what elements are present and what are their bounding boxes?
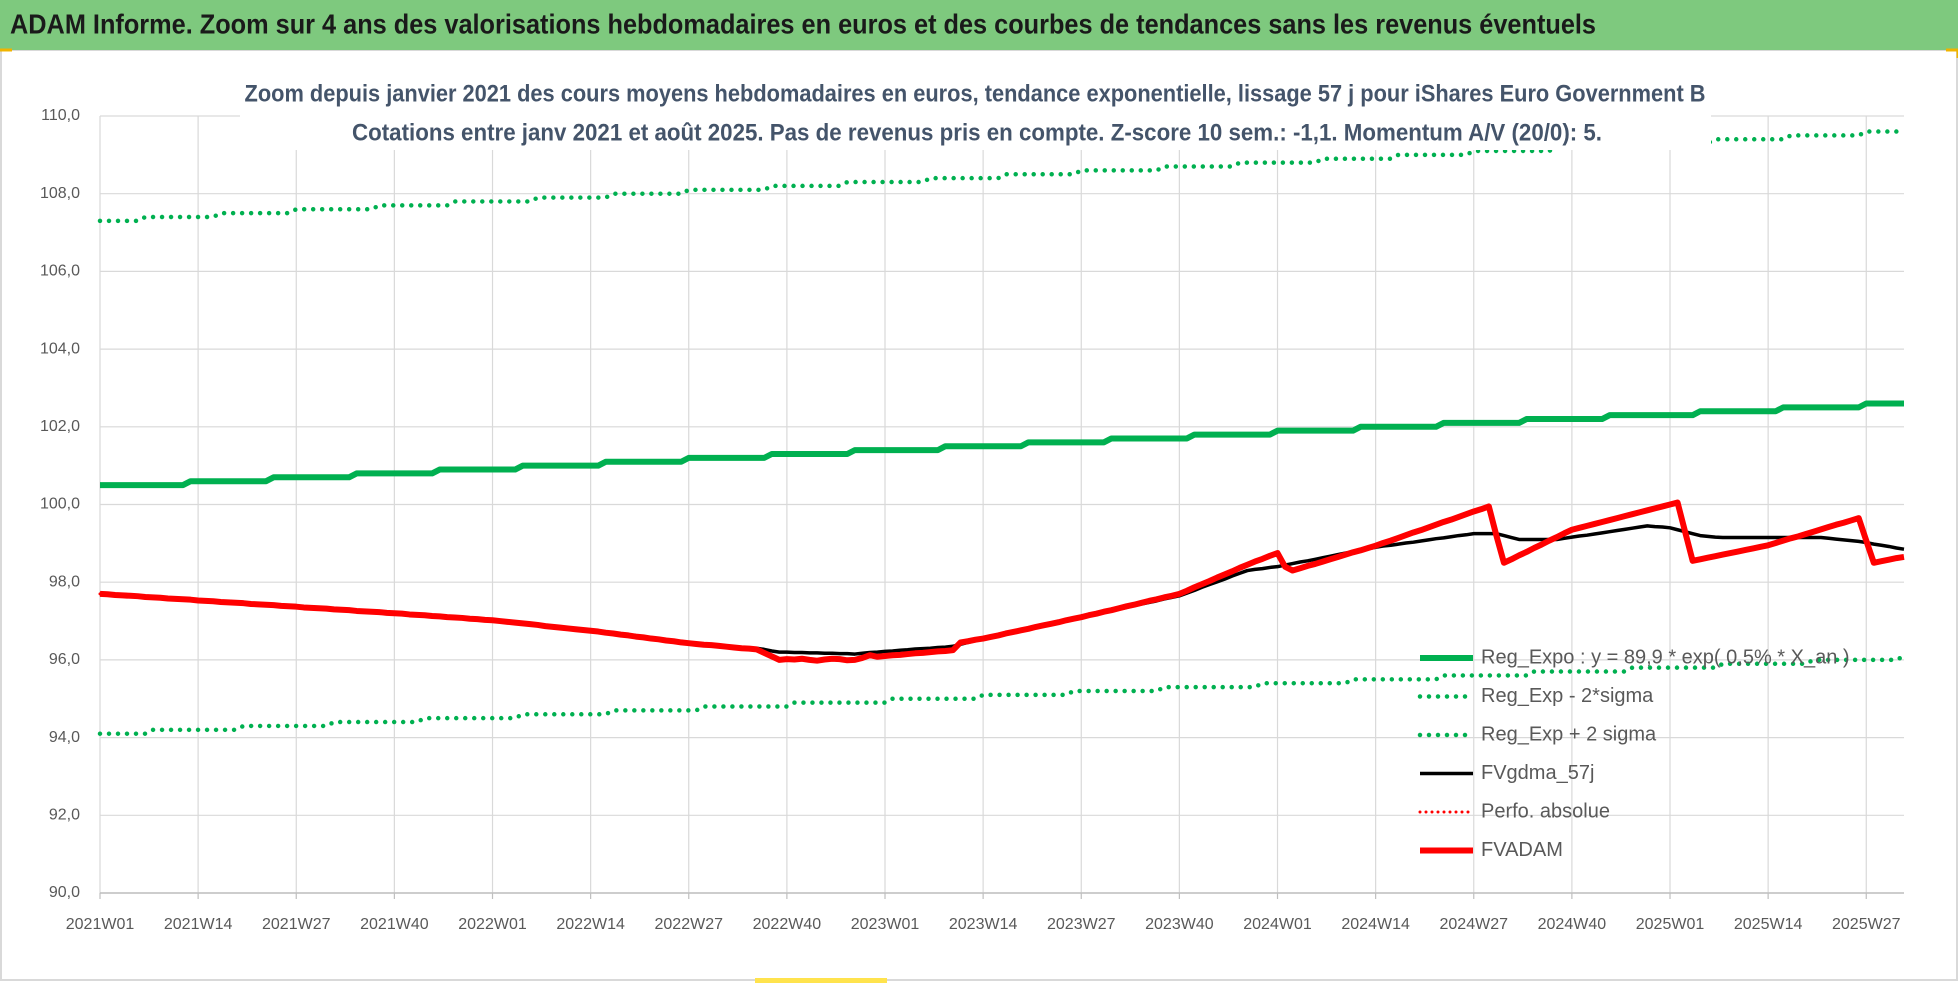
legend-label: FVgdma_57j	[1481, 762, 1594, 784]
y-tick-label: 94,0	[49, 729, 80, 746]
x-tick-label: 2021W40	[360, 916, 429, 933]
x-tick-label: 2024W27	[1440, 916, 1509, 933]
y-tick-label: 100,0	[40, 496, 80, 513]
x-tick-label: 2023W14	[949, 916, 1018, 933]
x-tick-label: 2023W27	[1047, 916, 1116, 933]
y-tick-label: 90,0	[49, 884, 80, 901]
x-tick-label: 2025W14	[1734, 916, 1803, 933]
grid: 90,0 92,0 94,0 96,0 98,0 100,0 102,0 104,0 106,0…	[40, 107, 1904, 933]
x-tick-label: 2022W27	[655, 916, 724, 933]
x-tick-label: 2024W01	[1243, 916, 1312, 933]
y-tick-label: 104,0	[40, 340, 80, 357]
chart-title: Zoom depuis janvier 2021 des cours moyen…	[245, 80, 1706, 107]
y-tick-label: 96,0	[49, 651, 80, 668]
series-line	[99, 499, 1905, 664]
x-tick-label: 2022W01	[458, 916, 527, 933]
y-tick-label: 92,0	[49, 807, 80, 824]
x-tick-label: 2024W14	[1341, 916, 1410, 933]
x-tick-label: 2021W01	[66, 916, 135, 933]
frame-mark	[755, 978, 887, 983]
legend-label: Reg_Expo : y = 89,9 * exp( 0,5% * X_an )	[1481, 646, 1850, 668]
frame-corner	[0, 48, 1958, 58]
y-tick-label: 110,0	[41, 107, 80, 124]
legend-label: Reg_Exp + 2 sigma	[1481, 723, 1657, 745]
x-tick-label: 2022W14	[556, 916, 625, 933]
chart-titles: Zoom depuis janvier 2021 des cours moyen…	[240, 75, 1711, 150]
series-line	[100, 400, 1904, 489]
x-tick-label: 2023W40	[1145, 916, 1214, 933]
chart-subtitle: Cotations entre janv 2021 et août 2025. …	[352, 119, 1602, 146]
legend-label: Reg_Exp - 2*sigma	[1481, 685, 1654, 707]
x-tick-label: 2021W14	[164, 916, 233, 933]
x-tick-label: 2025W27	[1832, 916, 1901, 933]
y-tick-label: 106,0	[40, 263, 80, 280]
y-tick-label: 98,0	[49, 573, 80, 590]
x-tick-label: 2022W40	[753, 916, 822, 933]
y-tick-label: 102,0	[40, 418, 80, 435]
legend: Reg_Expo : y = 89,9 * exp( 0,5% * X_an )…	[1417, 646, 1850, 861]
x-tick-label: 2023W01	[851, 916, 920, 933]
legend-label: FVADAM	[1481, 839, 1563, 861]
x-tick-label: 2025W01	[1636, 916, 1705, 933]
legend-label: Perfo. absolue	[1481, 800, 1610, 822]
y-tick-label: 108,0	[40, 185, 80, 202]
title-box	[240, 75, 1711, 150]
header-bar	[0, 0, 1958, 50]
x-tick-label: 2024W40	[1538, 916, 1607, 933]
header-title: ADAM Informe. Zoom sur 4 ans des valoris…	[10, 8, 1596, 39]
x-tick-label: 2021W27	[262, 916, 331, 933]
